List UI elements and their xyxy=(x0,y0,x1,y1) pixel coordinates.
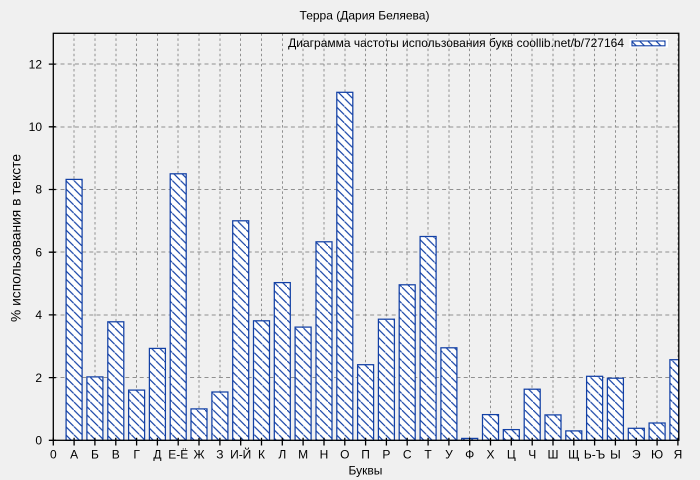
svg-text:Я: Я xyxy=(674,448,683,462)
svg-text:Буквы: Буквы xyxy=(348,464,382,478)
svg-text:Ц: Ц xyxy=(507,448,516,462)
svg-text:О: О xyxy=(340,448,349,462)
svg-text:Б: Б xyxy=(91,448,99,462)
svg-text:Ш: Ш xyxy=(548,448,559,462)
svg-text:С: С xyxy=(403,448,412,462)
svg-text:Диаграмма частоты использовани: Диаграмма частоты использования букв coo… xyxy=(288,36,624,50)
svg-text:4: 4 xyxy=(35,308,42,322)
svg-text:У: У xyxy=(445,448,453,462)
svg-text:2: 2 xyxy=(35,371,42,385)
svg-text:0: 0 xyxy=(50,448,57,462)
svg-text:З: З xyxy=(216,448,223,462)
svg-text:Р: Р xyxy=(382,448,390,462)
svg-text:А: А xyxy=(70,448,78,462)
svg-text:Ж: Ж xyxy=(193,448,204,462)
svg-text:К: К xyxy=(258,448,265,462)
svg-text:Х: Х xyxy=(486,448,494,462)
svg-text:Ч: Ч xyxy=(528,448,536,462)
svg-text:Ь-Ъ: Ь-Ъ xyxy=(584,448,605,462)
svg-text:В: В xyxy=(112,448,120,462)
svg-text:Щ: Щ xyxy=(568,448,579,462)
svg-text:Ю: Ю xyxy=(651,448,663,462)
svg-text:% использования в тексте: % использования в тексте xyxy=(9,154,24,322)
svg-text:Ы: Ы xyxy=(610,448,621,462)
svg-text:М: М xyxy=(298,448,308,462)
svg-text:Л: Л xyxy=(278,448,286,462)
svg-text:П: П xyxy=(361,448,370,462)
svg-text:И-Й: И-Й xyxy=(230,447,251,462)
svg-text:0: 0 xyxy=(35,434,42,448)
svg-text:Т: Т xyxy=(424,448,432,462)
svg-text:Д: Д xyxy=(153,448,161,462)
svg-text:Е-Ё: Е-Ё xyxy=(168,448,188,462)
svg-text:6: 6 xyxy=(35,245,42,259)
svg-text:8: 8 xyxy=(35,183,42,197)
svg-text:Ф: Ф xyxy=(465,448,474,462)
svg-text:Г: Г xyxy=(133,448,140,462)
svg-text:10: 10 xyxy=(29,120,43,134)
svg-text:Э: Э xyxy=(632,448,641,462)
svg-text:Н: Н xyxy=(320,448,329,462)
svg-text:12: 12 xyxy=(29,57,43,71)
svg-text:Терра (Дария Беляева): Терра (Дария Беляева) xyxy=(300,9,430,23)
